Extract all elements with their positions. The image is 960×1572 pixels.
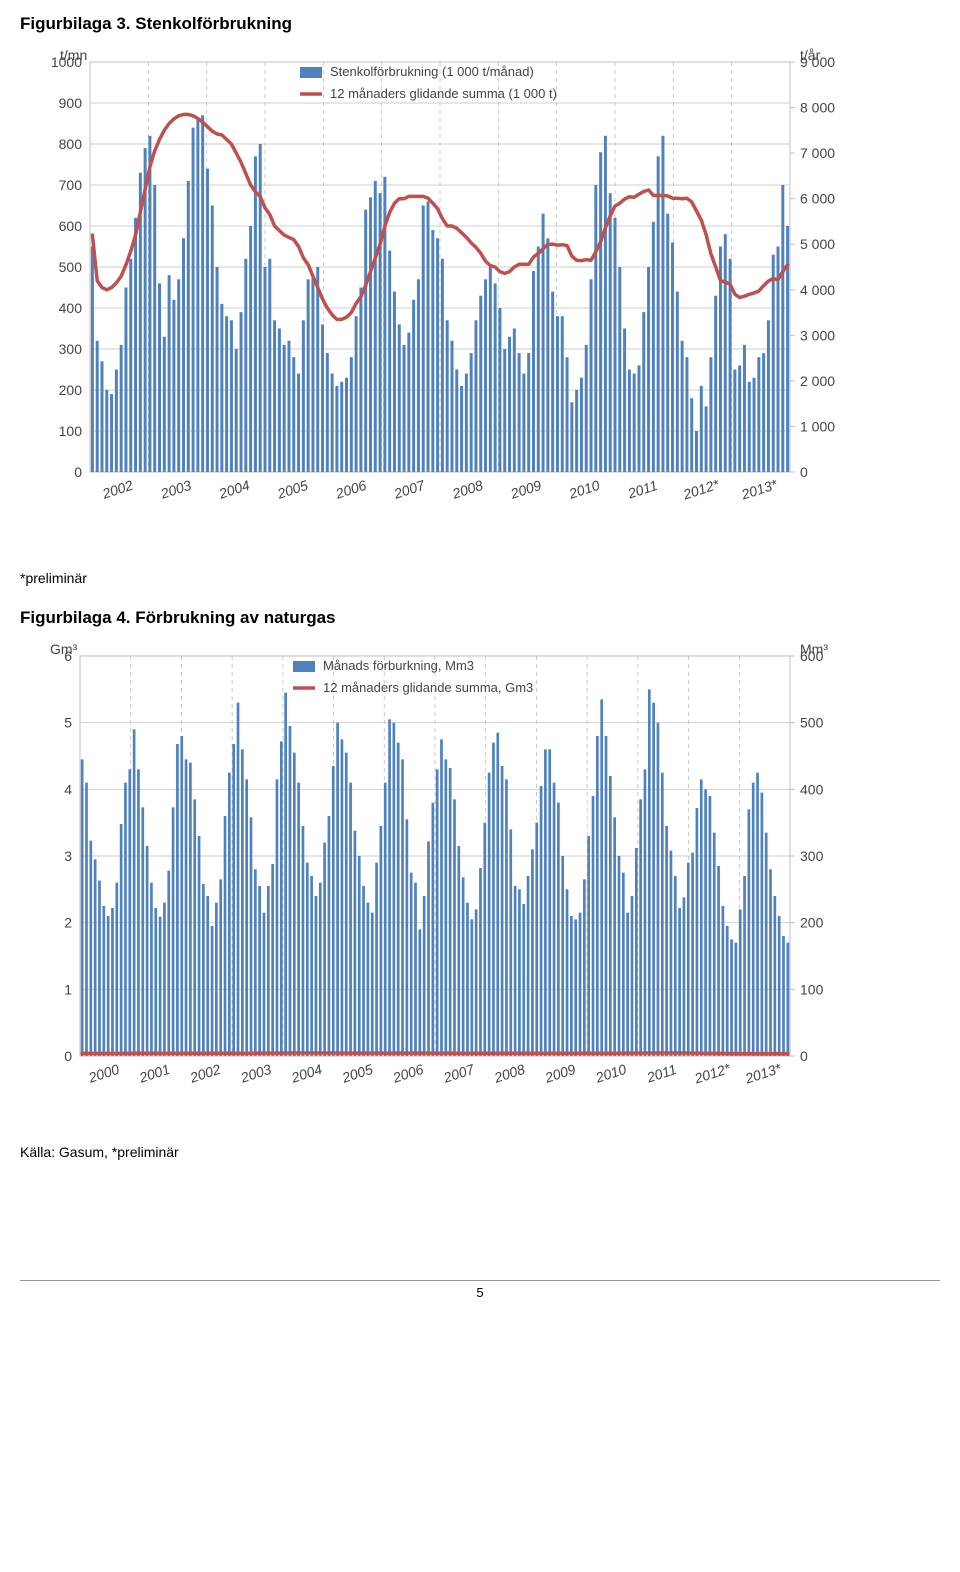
svg-text:400: 400 xyxy=(800,781,824,797)
svg-text:Mm³: Mm³ xyxy=(800,641,828,657)
svg-text:800: 800 xyxy=(59,136,83,152)
svg-text:900: 900 xyxy=(59,95,83,111)
svg-text:1: 1 xyxy=(64,981,72,997)
figure-title-2: Figurbilaga 4. Förbrukning av naturgas xyxy=(20,608,940,628)
page-number: 5 xyxy=(476,1285,483,1300)
svg-text:Stenkolförbrukning (1 000 t/må: Stenkolförbrukning (1 000 t/månad) xyxy=(330,64,534,79)
svg-text:2 000: 2 000 xyxy=(800,373,835,389)
svg-text:12 månaders glidande summa (1: 12 månaders glidande summa (1 000 t) xyxy=(330,86,557,101)
svg-text:4 000: 4 000 xyxy=(800,282,835,298)
svg-text:Gm³: Gm³ xyxy=(50,641,78,657)
svg-text:7 000: 7 000 xyxy=(800,145,835,161)
footnote-1: *preliminär xyxy=(20,570,940,586)
svg-text:8 000: 8 000 xyxy=(800,100,835,116)
svg-text:5 000: 5 000 xyxy=(800,236,835,252)
svg-text:200: 200 xyxy=(800,915,824,931)
svg-text:400: 400 xyxy=(59,300,83,316)
svg-text:Månads förburkning, Mm3: Månads förburkning, Mm3 xyxy=(323,658,474,673)
svg-text:0: 0 xyxy=(800,464,808,480)
svg-text:300: 300 xyxy=(59,341,83,357)
svg-text:t/år: t/år xyxy=(800,47,821,63)
svg-text:600: 600 xyxy=(59,218,83,234)
svg-text:500: 500 xyxy=(59,259,83,275)
svg-text:0: 0 xyxy=(800,1048,808,1064)
svg-text:3: 3 xyxy=(64,848,72,864)
chart-2: 0123456010020030040050060020002001200220… xyxy=(20,638,940,1138)
svg-text:100: 100 xyxy=(800,981,824,997)
svg-text:4: 4 xyxy=(64,781,72,797)
svg-text:100: 100 xyxy=(59,423,83,439)
svg-text:6 000: 6 000 xyxy=(800,191,835,207)
svg-text:500: 500 xyxy=(800,715,824,731)
svg-text:700: 700 xyxy=(59,177,83,193)
svg-text:t/mn: t/mn xyxy=(60,47,87,63)
svg-text:1 000: 1 000 xyxy=(800,418,835,434)
svg-text:200: 200 xyxy=(59,382,83,398)
page-footer: 5 xyxy=(20,1280,940,1300)
figure-title-1: Figurbilaga 3. Stenkolförbrukning xyxy=(20,14,940,34)
svg-text:300: 300 xyxy=(800,848,824,864)
svg-text:0: 0 xyxy=(64,1048,72,1064)
svg-text:5: 5 xyxy=(64,715,72,731)
svg-text:0: 0 xyxy=(74,464,82,480)
chart-1: 0100200300400500600700800900100001 0002 … xyxy=(20,44,940,564)
svg-text:3 000: 3 000 xyxy=(800,327,835,343)
svg-text:12 månaders glidande summa, Gm: 12 månaders glidande summa, Gm3 xyxy=(323,680,533,695)
footnote-2: Källa: Gasum, *preliminär xyxy=(20,1144,940,1160)
svg-text:2: 2 xyxy=(64,915,72,931)
